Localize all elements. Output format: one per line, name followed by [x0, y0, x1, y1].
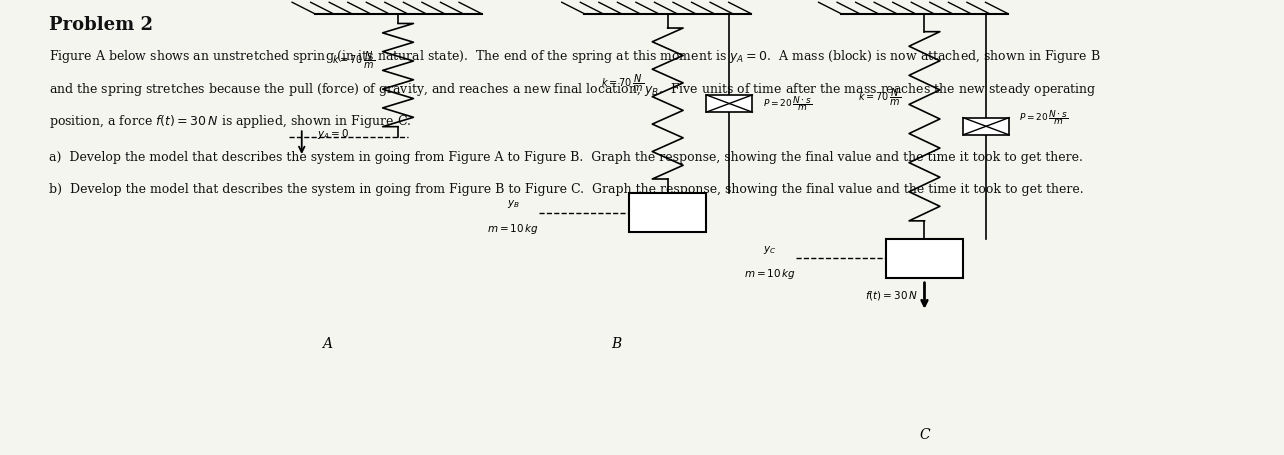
Text: $k = 70\,\dfrac{N}{m}$: $k = 70\,\dfrac{N}{m}$	[331, 50, 375, 71]
Text: $y_C$: $y_C$	[764, 244, 777, 256]
Text: B: B	[611, 337, 621, 351]
Text: Figure A below shows an unstretched spring (in its natural state).  The end of t: Figure A below shows an unstretched spri…	[49, 48, 1100, 65]
Text: $P = 20\,\dfrac{N \cdot s}{m}$: $P = 20\,\dfrac{N \cdot s}{m}$	[1019, 108, 1068, 126]
Text: position, a force $f(t) = 30\,N$ is applied, shown in Figure C.: position, a force $f(t) = 30\,N$ is appl…	[49, 113, 411, 130]
Bar	[629, 193, 706, 232]
Text: $m = 10\,kg$: $m = 10\,kg$	[488, 222, 539, 236]
Text: $y_B$: $y_B$	[507, 198, 520, 210]
Text: $y_A = 0$: $y_A = 0$	[317, 127, 349, 141]
Text: A: A	[322, 337, 333, 351]
Text: C: C	[919, 428, 930, 442]
Bar	[886, 239, 963, 278]
Text: $k = 70\,\dfrac{N}{m}$: $k = 70\,\dfrac{N}{m}$	[858, 87, 901, 108]
Text: and the spring stretches because the pull (force) of gravity, and reaches a new : and the spring stretches because the pul…	[49, 81, 1097, 97]
Text: $f(t) = 30\,N$: $f(t) = 30\,N$	[865, 289, 918, 302]
Bar	[706, 95, 752, 112]
Text: $k = 70\,\dfrac{N}{m}$: $k = 70\,\dfrac{N}{m}$	[601, 73, 645, 95]
Text: $P = 20\,\dfrac{N \cdot s}{m}$: $P = 20\,\dfrac{N \cdot s}{m}$	[763, 94, 811, 113]
Bar	[963, 118, 1009, 135]
Text: $m = 10\,kg$: $m = 10\,kg$	[745, 268, 796, 281]
Text: Problem 2: Problem 2	[49, 16, 153, 34]
Text: b)  Develop the model that describes the system in going from Figure B to Figure: b) Develop the model that describes the …	[49, 183, 1084, 197]
Text: a)  Develop the model that describes the system in going from Figure A to Figure: a) Develop the model that describes the …	[49, 151, 1082, 164]
